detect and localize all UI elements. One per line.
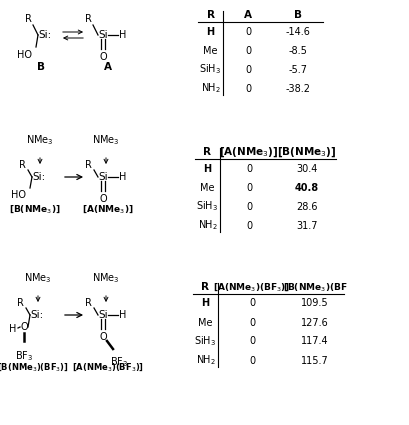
Text: Me: Me [200, 182, 215, 193]
Text: R: R [207, 10, 214, 20]
Text: NH$_2$: NH$_2$ [200, 82, 220, 95]
Text: NMe$_3$: NMe$_3$ [24, 271, 52, 285]
Text: BF$_3$: BF$_3$ [110, 355, 128, 369]
Text: Si:: Si: [38, 30, 51, 40]
Text: 0: 0 [245, 83, 251, 94]
Text: 0: 0 [246, 201, 252, 212]
Text: -38.2: -38.2 [285, 83, 310, 94]
Text: 28.6: 28.6 [296, 201, 318, 212]
Text: Si: Si [98, 310, 108, 320]
Text: Me: Me [198, 317, 213, 328]
Text: H: H [119, 310, 126, 320]
Text: SiH$_3$: SiH$_3$ [194, 334, 216, 348]
Text: 30.4: 30.4 [296, 164, 318, 173]
Text: [A(NMe$_3$)(BF$_3$)]: [A(NMe$_3$)(BF$_3$)] [72, 361, 144, 373]
Text: A: A [244, 10, 252, 20]
Text: HO: HO [11, 190, 26, 200]
Text: 0: 0 [246, 221, 252, 230]
Text: O: O [99, 194, 107, 204]
Text: Me: Me [203, 45, 218, 56]
Text: NMe$_3$: NMe$_3$ [92, 133, 120, 147]
Text: R: R [202, 282, 209, 292]
Text: SiH$_3$: SiH$_3$ [196, 200, 218, 213]
Text: B: B [37, 62, 45, 72]
Text: 31.7: 31.7 [296, 221, 318, 230]
Text: NMe$_3$: NMe$_3$ [92, 271, 120, 285]
Text: O: O [99, 52, 107, 62]
Text: B: B [294, 10, 302, 20]
Text: [B(NMe$_3$)]: [B(NMe$_3$)] [9, 203, 61, 215]
Text: R: R [204, 147, 211, 157]
Text: R: R [85, 298, 92, 308]
Text: R: R [18, 160, 25, 170]
Text: H: H [207, 26, 215, 37]
Text: Si:: Si: [32, 172, 45, 182]
Text: H: H [202, 298, 209, 309]
Text: [B(NMe$_3$)(BF: [B(NMe$_3$)(BF [283, 281, 347, 293]
Text: -5.7: -5.7 [288, 65, 308, 74]
Text: -14.6: -14.6 [285, 26, 310, 37]
Text: H: H [119, 30, 126, 40]
Text: 0: 0 [246, 182, 252, 193]
Text: NH$_2$: NH$_2$ [198, 218, 218, 232]
Text: SiH$_3$: SiH$_3$ [200, 62, 222, 76]
Text: R: R [85, 160, 92, 170]
Text: 117.4: 117.4 [301, 337, 329, 346]
Text: 0: 0 [246, 164, 252, 173]
Text: -8.5: -8.5 [289, 45, 308, 56]
Text: O: O [99, 332, 107, 342]
Text: R: R [25, 14, 31, 24]
Text: [B(NMe$_3$)]: [B(NMe$_3$)] [277, 145, 337, 159]
Text: 115.7: 115.7 [301, 355, 329, 366]
Text: HO: HO [17, 50, 32, 60]
Text: BF$_3$: BF$_3$ [15, 349, 33, 363]
Text: [A(NMe$_3$)]: [A(NMe$_3$)] [219, 145, 279, 159]
Text: 109.5: 109.5 [301, 298, 329, 309]
Text: R: R [85, 14, 92, 24]
Text: Si: Si [98, 30, 108, 40]
Text: Si: Si [98, 172, 108, 182]
Text: Si:: Si: [30, 310, 43, 320]
Text: NH$_2$: NH$_2$ [196, 354, 216, 367]
Text: H: H [9, 324, 16, 334]
Text: 0: 0 [245, 26, 251, 37]
Text: H: H [119, 172, 126, 182]
Text: 0: 0 [245, 65, 251, 74]
Text: 0: 0 [249, 298, 255, 309]
Text: 127.6: 127.6 [301, 317, 329, 328]
Text: H: H [203, 164, 211, 173]
Text: 0: 0 [245, 45, 251, 56]
Text: O: O [20, 322, 28, 332]
Text: R: R [16, 298, 23, 308]
Text: 40.8: 40.8 [295, 182, 319, 193]
Text: [A(NMe$_3$)(BF$_3$)]: [A(NMe$_3$)(BF$_3$)] [213, 281, 291, 293]
Text: 0: 0 [249, 337, 255, 346]
Text: 0: 0 [249, 355, 255, 366]
Text: [B(NMe$_3$)(BF$_3$)]: [B(NMe$_3$)(BF$_3$)] [0, 361, 69, 373]
Text: [A(NMe$_3$)]: [A(NMe$_3$)] [82, 203, 134, 215]
Text: NMe$_3$: NMe$_3$ [26, 133, 54, 147]
Text: A: A [104, 62, 112, 72]
Text: 0: 0 [249, 317, 255, 328]
